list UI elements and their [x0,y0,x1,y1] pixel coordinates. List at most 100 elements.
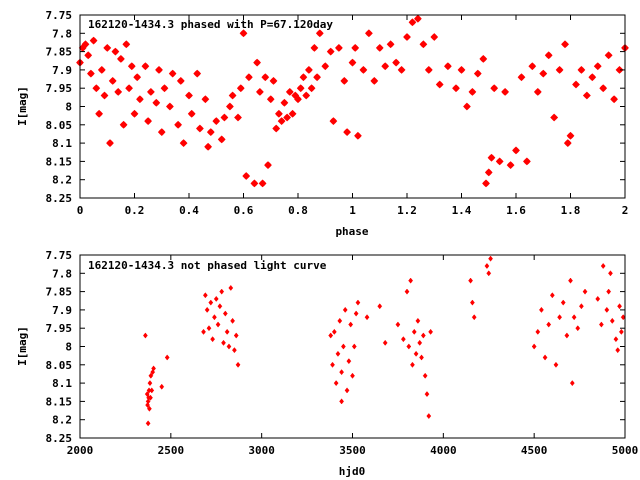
phased-y-tick-label: 8.25 [46,192,73,205]
unphased-data-point [413,350,419,357]
phased-data-point [125,84,133,93]
unphased-data-point [328,332,334,339]
phased-y-tick-label: 8.1 [52,137,72,150]
unphased-data-point [606,288,612,295]
phased-data-point [487,153,496,162]
phased-data-point [272,124,281,133]
unphased-data-point [210,336,216,343]
phased-y-tick-label: 7.75 [46,9,73,22]
unphased-data-point [560,299,566,306]
phased-data-point [157,128,166,136]
unphased-data-point [219,288,225,295]
phased-data-point [354,131,362,140]
phased-data-point [495,157,504,166]
phased-data-point [196,124,204,133]
unphased-data-point [212,314,217,321]
unphased-y-tick-label: 7.95 [46,322,73,335]
unphased-data-point [582,288,588,295]
phased-data-point [397,66,406,74]
unphased-plot-title: 162120-1434.3 not phased light curve [88,259,327,272]
phased-plot-title: 162120-1434.3 phased with P=67.120day [88,18,333,31]
unphased-light-curve-panel: 2000 2500 3000 3500 4000 4500 5000 7.75 7.8 7.85 7… [16,249,638,478]
unphased-data-point [224,328,230,335]
phased-data-point [204,142,212,151]
unphased-data-point [468,277,473,284]
unphased-data-point [557,314,563,321]
unphased-y-tick-label: 8.25 [46,432,73,445]
phased-data-point [563,139,572,147]
unphased-data-point [428,328,434,335]
phased-data-point [386,40,395,49]
unphased-data-point [201,328,206,335]
phased-data-point [250,179,259,188]
unphased-data-point [202,292,208,299]
phased-y-tick-label: 7.95 [46,82,73,95]
phased-data-point [359,66,368,74]
phased-data-point [152,98,161,107]
phased-data-point [283,113,291,122]
phased-data-point [375,44,384,52]
unphased-data-point [230,317,236,324]
phased-data-point [506,161,515,169]
unphased-data-point [331,328,337,335]
unphased-data-point [148,372,154,379]
unphased-data-point [564,332,570,339]
unphased-data-point [339,369,345,376]
phased-data-point [277,117,286,125]
unphased-x-tick-label: 2000 [67,444,94,457]
unphased-data-point [419,354,424,361]
unphased-data-point [553,361,559,368]
phased-data-point [81,40,90,49]
phased-data-point [264,161,272,169]
phased-data-point [517,73,526,82]
phased-data-point [185,91,193,100]
phased-data-point [236,84,245,93]
unphased-data-point [595,295,601,302]
phased-data-point [206,128,215,136]
unphased-data-point [147,380,153,387]
phased-data-point [119,120,128,129]
phased-data-point [305,66,313,74]
phased-data-point [103,44,112,52]
unphased-data-point [609,317,615,324]
unphased-data-point [221,339,226,346]
unphased-data-point [615,347,621,354]
unphased-data-point [542,354,548,361]
phased-y-tick-label: 8.05 [46,119,73,132]
unphased-data-point [208,299,214,306]
phased-data-point [242,172,251,180]
phased-data-point [114,88,123,96]
phased-data-point [258,179,267,188]
unphased-data-point [232,347,237,354]
phased-data-point [294,95,302,104]
phased-data-point [111,47,120,56]
unphased-data-point [531,343,537,350]
phased-x-tick-label: 1.4 [452,204,472,217]
phased-data-point [133,73,142,82]
unphased-y-tick-label: 7.8 [52,267,72,280]
phased-data-point [528,62,537,71]
unphased-y-axis-title: I[mag] [16,326,29,366]
unphased-data-point [395,321,401,328]
unphased-data-point [351,343,357,350]
unphased-data-point [204,306,210,313]
unphased-data-point [355,299,361,306]
phased-data-point [539,69,548,78]
unphased-data-point [341,343,346,350]
phased-data-point [512,146,520,155]
phased-data-point [392,58,400,67]
phased-y-tick-label: 8.2 [52,174,72,187]
phased-data-point [326,47,335,56]
phased-data-point [144,117,152,125]
phased-data-point [307,84,316,93]
phased-data-point [127,62,136,71]
unphased-data-point [617,303,622,310]
unphased-x-tick-label: 2500 [158,444,185,457]
phased-data-point [87,69,95,78]
unphased-data-point [400,336,406,343]
unphased-data-point [344,387,350,394]
unphased-y-tick-label: 8.05 [46,359,73,372]
phased-data-point [452,84,460,93]
phased-data-point [261,73,270,82]
unphased-data-point [569,380,575,387]
